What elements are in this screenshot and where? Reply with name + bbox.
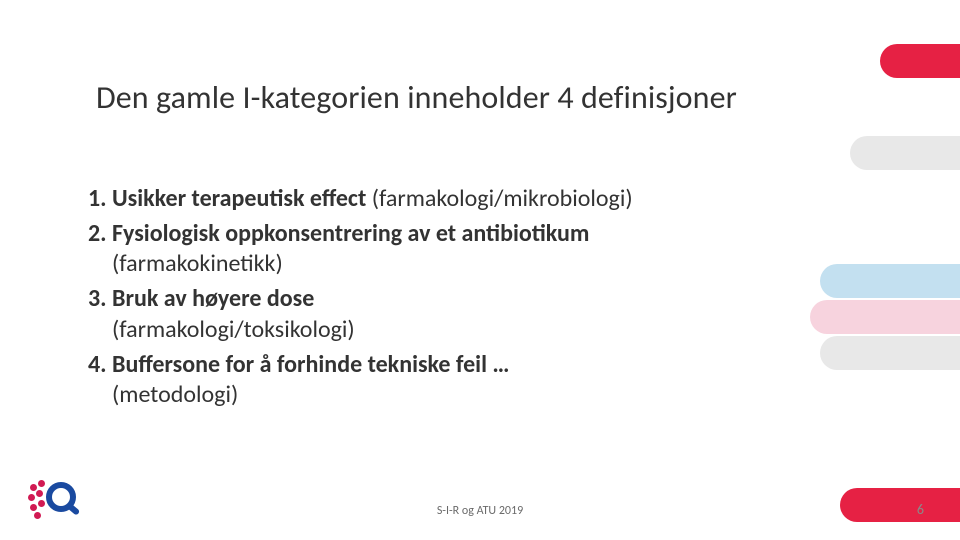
list-item: Buffersone for å forhinde tekniske feil …: [112, 350, 870, 411]
slide-body: Usikker terapeutisk effect (farmakologi/…: [72, 184, 870, 415]
list-item: Fysiologisk oppkonsentrering av et antib…: [112, 219, 870, 280]
list-item-sub: (farmakologi/toksikologi): [112, 315, 870, 346]
footer-text: S-I-R og ATU 2019: [0, 504, 960, 518]
list-item: Usikker terapeutisk effect (farmakologi/…: [112, 184, 870, 215]
list-item-bold: Bruk av høyere dose: [112, 284, 314, 313]
logo-icon: [28, 478, 80, 522]
decor-pill-red-top: [880, 44, 960, 78]
slide: Den gamle I-kategorien inneholder 4 defi…: [0, 0, 960, 540]
definition-list: Usikker terapeutisk effect (farmakologi/…: [72, 184, 870, 411]
list-item-bold: Buffersone for å forhinde tekniske feil …: [112, 350, 509, 379]
list-item: Bruk av høyere dose (farmakologi/toksiko…: [112, 284, 870, 345]
list-item-bold: Usikker terapeutisk effect: [112, 184, 366, 213]
list-item-rest: (farmakologi/mikrobiologi): [366, 184, 632, 213]
list-item-sub: (farmakokinetikk): [112, 249, 870, 280]
list-item-sub: (metodologi): [112, 380, 870, 411]
decor-pill-gray-top: [850, 136, 960, 170]
list-item-bold: Fysiologisk oppkonsentrering av et antib…: [112, 219, 589, 248]
page-number: 6: [917, 501, 924, 518]
slide-title: Den gamle I-kategorien inneholder 4 defi…: [96, 78, 900, 117]
